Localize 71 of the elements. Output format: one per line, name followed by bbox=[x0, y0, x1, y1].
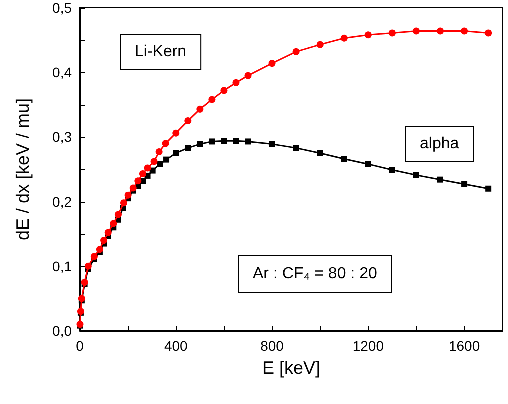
point bbox=[124, 192, 132, 199]
series-label: alpha bbox=[420, 136, 460, 152]
point bbox=[162, 140, 170, 148]
y-tick-label: 0,3 bbox=[52, 129, 72, 146]
point bbox=[197, 141, 204, 148]
y-tick-label: 0,2 bbox=[52, 194, 72, 210]
point bbox=[292, 48, 300, 56]
point bbox=[172, 130, 180, 137]
point bbox=[209, 138, 216, 145]
point bbox=[104, 229, 112, 236]
point bbox=[220, 87, 228, 94]
point bbox=[462, 181, 468, 188]
point bbox=[164, 156, 170, 163]
point bbox=[156, 148, 163, 156]
point bbox=[413, 172, 420, 178]
point bbox=[173, 150, 180, 156]
point bbox=[269, 141, 276, 148]
point bbox=[389, 167, 396, 174]
point bbox=[90, 253, 98, 260]
y-tick-label: 0,1 bbox=[52, 258, 72, 274]
point bbox=[114, 211, 122, 218]
point bbox=[365, 161, 372, 168]
x-tick-label: 800 bbox=[260, 338, 284, 354]
point bbox=[100, 237, 108, 244]
point bbox=[412, 28, 420, 35]
x-tick-label: 1600 bbox=[448, 338, 480, 354]
point bbox=[245, 138, 252, 145]
point bbox=[157, 161, 164, 168]
point bbox=[78, 295, 86, 302]
point bbox=[134, 178, 142, 185]
x-tick-label: 400 bbox=[164, 338, 188, 354]
y-tick-label: 0,4 bbox=[52, 64, 72, 81]
x-tick-label: 1200 bbox=[352, 338, 384, 354]
point bbox=[81, 279, 88, 286]
point bbox=[340, 34, 348, 42]
point bbox=[150, 168, 156, 174]
point bbox=[84, 262, 92, 270]
y-axis-title: dE / dx [keV / mu] bbox=[13, 98, 33, 241]
x-tick-label: 0 bbox=[76, 338, 84, 354]
point bbox=[244, 72, 252, 80]
point bbox=[364, 32, 372, 39]
point bbox=[221, 138, 228, 144]
point bbox=[208, 96, 216, 104]
point bbox=[317, 150, 324, 156]
point bbox=[268, 60, 276, 68]
point bbox=[139, 170, 146, 178]
point bbox=[144, 164, 152, 172]
point bbox=[120, 200, 128, 207]
point bbox=[233, 138, 240, 144]
point bbox=[232, 79, 240, 86]
point bbox=[438, 176, 444, 183]
text: Li-Kern bbox=[135, 44, 187, 60]
point bbox=[437, 28, 444, 35]
point bbox=[96, 246, 104, 254]
point bbox=[184, 118, 192, 125]
y-tick-label: 0,0 bbox=[52, 323, 72, 339]
point bbox=[150, 158, 158, 166]
point bbox=[485, 30, 492, 37]
point bbox=[341, 156, 348, 162]
point bbox=[486, 186, 492, 192]
point bbox=[130, 184, 137, 192]
point bbox=[461, 28, 468, 35]
point bbox=[388, 30, 396, 37]
y-tick-label: 0,5 bbox=[52, 0, 72, 16]
point bbox=[185, 145, 192, 152]
annotation: Ar : CF₄ = 80 : 20 bbox=[253, 266, 378, 282]
point bbox=[293, 145, 300, 152]
point bbox=[316, 41, 324, 48]
x-axis-title: E [keV] bbox=[262, 358, 321, 378]
point bbox=[110, 220, 118, 228]
point bbox=[196, 106, 204, 113]
